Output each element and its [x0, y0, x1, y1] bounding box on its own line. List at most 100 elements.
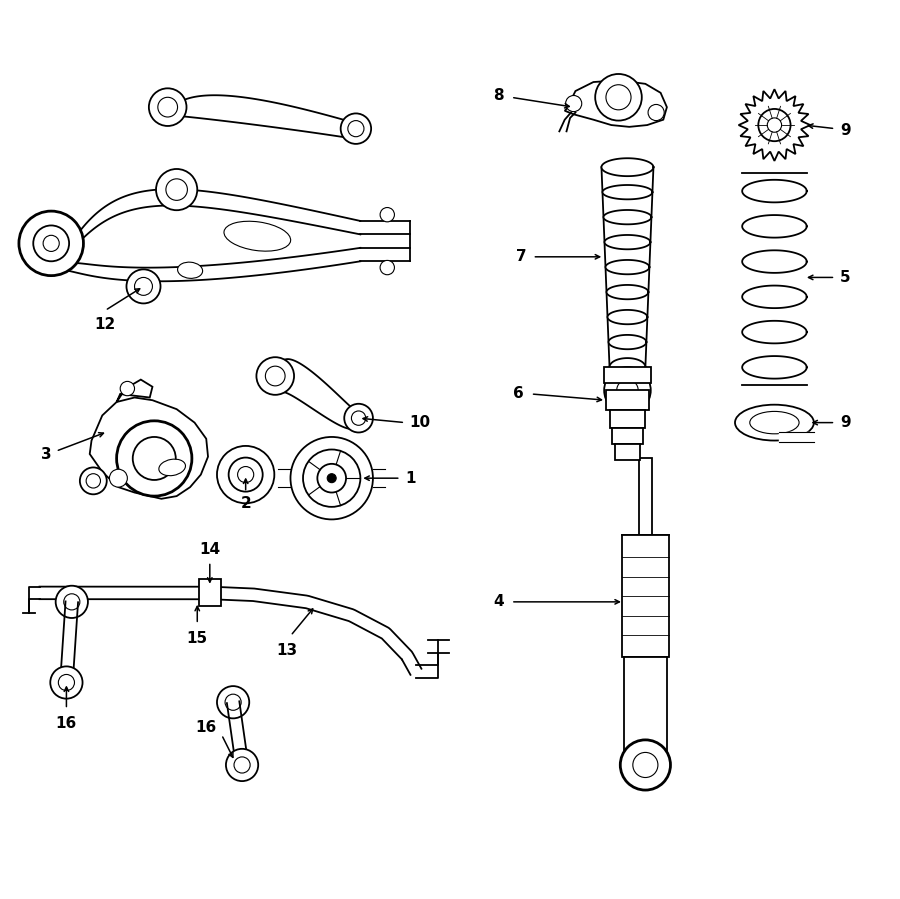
Circle shape: [347, 120, 364, 137]
Text: 2: 2: [240, 496, 251, 512]
Polygon shape: [742, 180, 806, 202]
Circle shape: [380, 208, 394, 222]
Circle shape: [217, 446, 274, 503]
Bar: [778, 432, 814, 442]
Text: 15: 15: [186, 630, 208, 645]
Polygon shape: [742, 321, 806, 343]
Polygon shape: [40, 587, 421, 675]
Polygon shape: [742, 215, 806, 237]
Polygon shape: [602, 185, 652, 200]
Polygon shape: [605, 235, 651, 249]
Text: 9: 9: [840, 123, 850, 138]
Text: 13: 13: [276, 643, 298, 658]
Bar: [624, 657, 667, 754]
Circle shape: [121, 381, 134, 396]
Ellipse shape: [606, 385, 649, 396]
Circle shape: [158, 97, 177, 117]
Circle shape: [291, 437, 373, 520]
Bar: [639, 458, 652, 535]
Bar: [199, 580, 220, 606]
Polygon shape: [609, 358, 645, 376]
Circle shape: [50, 666, 83, 699]
Circle shape: [595, 74, 642, 120]
Text: 7: 7: [516, 249, 526, 264]
Circle shape: [156, 169, 197, 210]
Polygon shape: [608, 310, 647, 325]
Circle shape: [226, 749, 258, 781]
Polygon shape: [742, 356, 806, 378]
Circle shape: [148, 88, 186, 126]
Text: 4: 4: [493, 594, 504, 610]
Circle shape: [86, 474, 101, 488]
Circle shape: [606, 85, 631, 110]
Ellipse shape: [735, 405, 814, 441]
Circle shape: [234, 757, 250, 773]
Circle shape: [205, 597, 214, 605]
Circle shape: [341, 113, 371, 144]
Circle shape: [110, 469, 128, 487]
Circle shape: [132, 437, 176, 480]
Circle shape: [166, 179, 187, 200]
Polygon shape: [90, 397, 208, 499]
Ellipse shape: [177, 263, 202, 279]
Polygon shape: [601, 158, 653, 176]
Circle shape: [759, 109, 790, 141]
Bar: [622, 535, 669, 657]
Bar: [615, 444, 640, 460]
Bar: [612, 428, 643, 444]
Polygon shape: [742, 250, 806, 273]
Polygon shape: [606, 260, 650, 274]
Circle shape: [56, 586, 88, 618]
Circle shape: [565, 95, 581, 111]
Circle shape: [64, 594, 80, 610]
Circle shape: [238, 467, 254, 483]
Bar: [604, 367, 651, 383]
Ellipse shape: [612, 423, 643, 433]
Bar: [609, 410, 645, 428]
Polygon shape: [607, 285, 648, 299]
Circle shape: [229, 458, 263, 492]
Circle shape: [648, 104, 664, 120]
Circle shape: [768, 118, 781, 132]
Circle shape: [43, 236, 59, 252]
Circle shape: [616, 379, 638, 401]
Text: 9: 9: [840, 415, 850, 430]
Polygon shape: [742, 286, 806, 308]
Polygon shape: [117, 379, 152, 402]
Circle shape: [256, 357, 294, 395]
Text: 12: 12: [94, 316, 115, 332]
Circle shape: [620, 740, 670, 790]
Circle shape: [205, 581, 214, 590]
Text: 10: 10: [410, 415, 431, 430]
Circle shape: [58, 674, 75, 690]
Circle shape: [604, 367, 651, 414]
Circle shape: [328, 474, 337, 483]
Circle shape: [225, 694, 241, 710]
Circle shape: [318, 464, 346, 493]
Ellipse shape: [615, 439, 640, 450]
Circle shape: [33, 226, 69, 262]
Circle shape: [351, 411, 365, 425]
Ellipse shape: [224, 221, 291, 251]
Circle shape: [217, 686, 249, 718]
Text: 8: 8: [493, 88, 504, 103]
Text: 6: 6: [513, 387, 524, 402]
Polygon shape: [608, 335, 646, 349]
Bar: [606, 390, 649, 410]
Circle shape: [117, 421, 192, 496]
Circle shape: [19, 211, 84, 276]
Text: 1: 1: [405, 471, 416, 485]
Circle shape: [303, 450, 360, 507]
Ellipse shape: [750, 412, 799, 434]
Text: 3: 3: [40, 448, 51, 462]
Circle shape: [80, 467, 107, 494]
Circle shape: [344, 404, 373, 432]
Text: 16: 16: [56, 716, 77, 731]
Circle shape: [380, 261, 394, 275]
Circle shape: [633, 752, 658, 778]
Ellipse shape: [609, 405, 645, 415]
Polygon shape: [604, 210, 652, 225]
Polygon shape: [564, 80, 667, 127]
Text: 14: 14: [199, 542, 220, 557]
Circle shape: [266, 366, 285, 386]
